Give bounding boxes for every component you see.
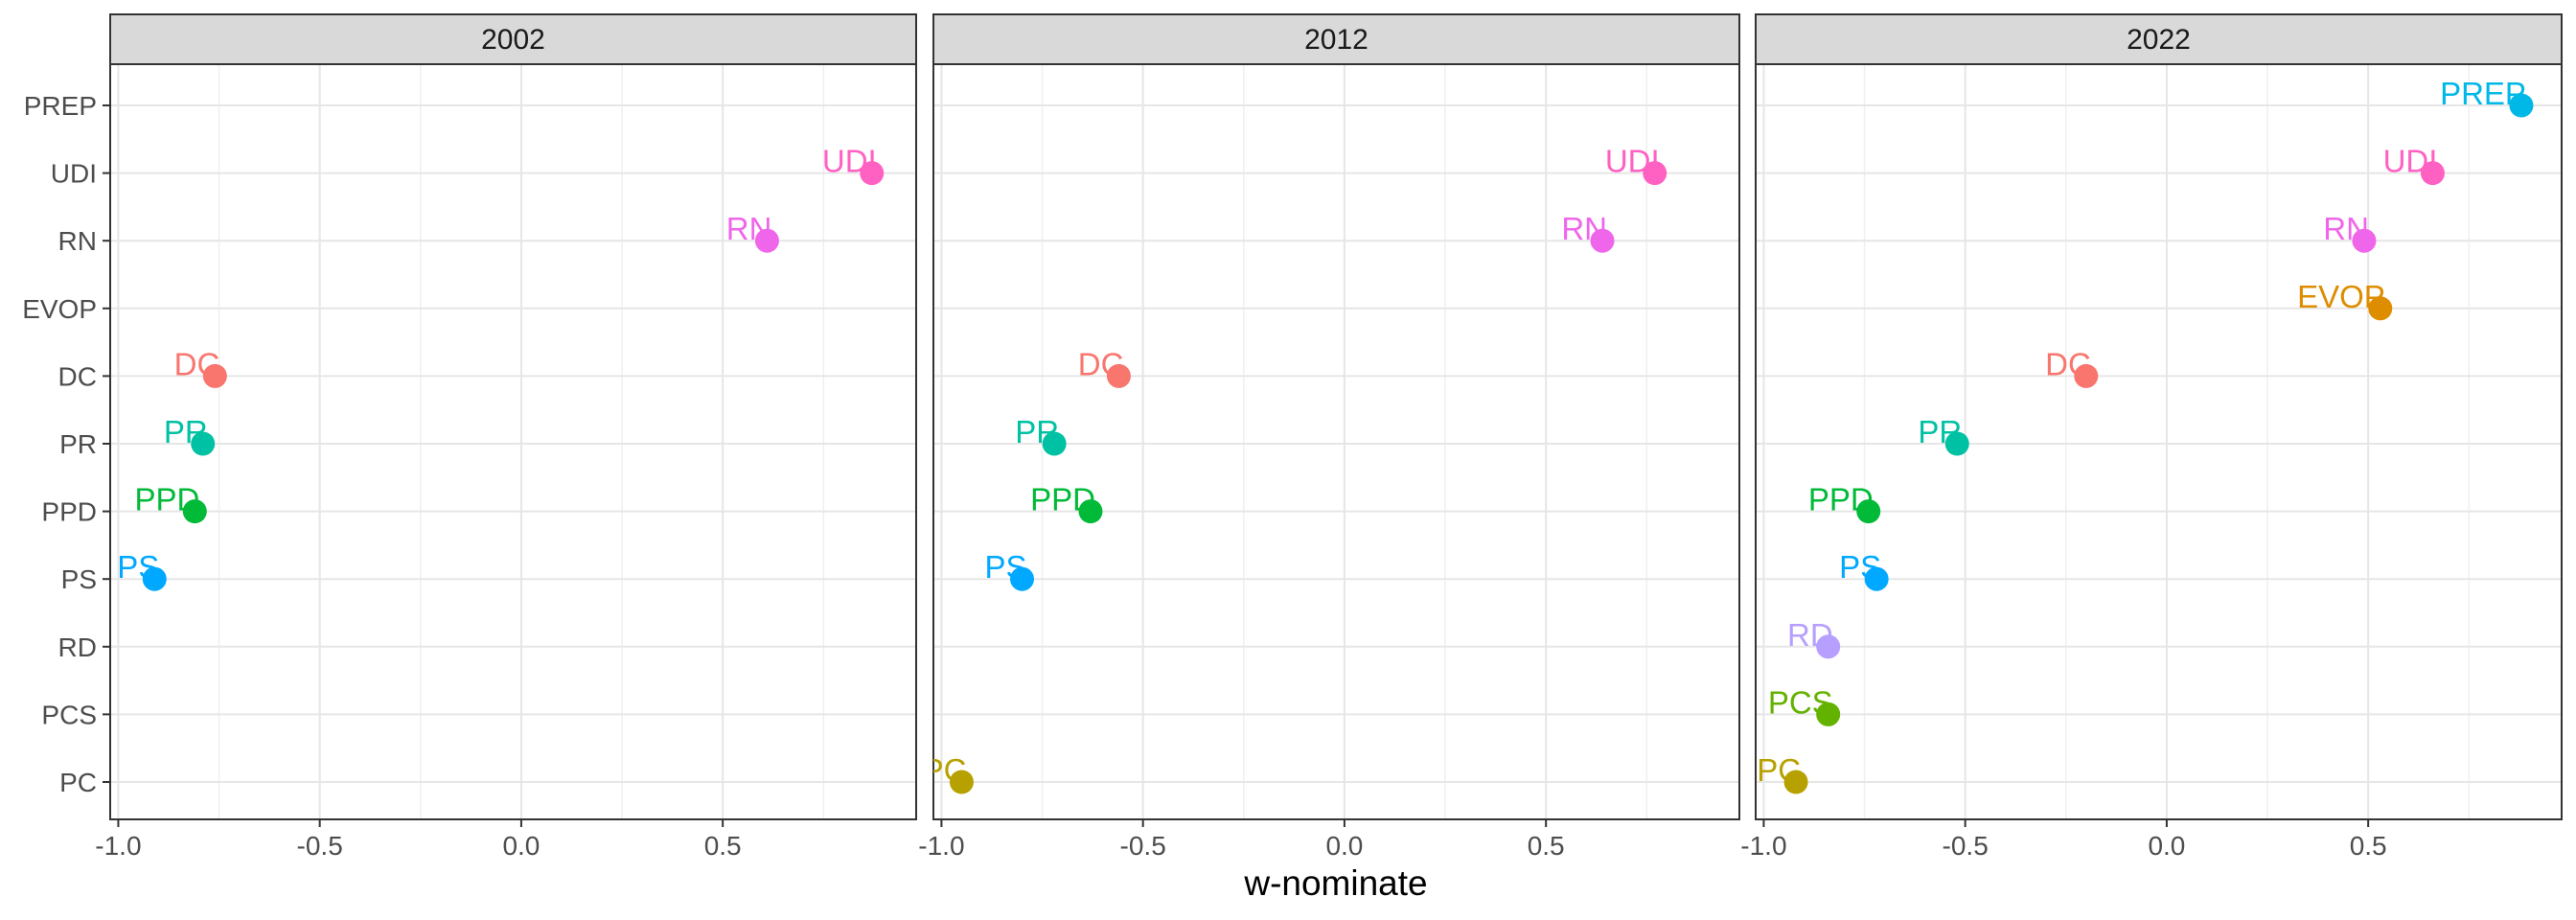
data-point-ppd — [182, 499, 207, 524]
y-tick-label: PS — [61, 564, 97, 594]
point-label-udi: UDI — [2383, 144, 2438, 179]
point-label-dc: DC — [1078, 346, 1124, 381]
data-point-rn — [2352, 228, 2377, 253]
point-label-evop: EVOP — [2297, 279, 2385, 314]
x-tick-label: 0.0 — [1325, 831, 1363, 861]
point-label-rn: RN — [726, 211, 772, 246]
point-label-prep: PREP — [2440, 76, 2526, 111]
data-point-udi — [1643, 161, 1668, 186]
data-point-ppd — [1078, 499, 1103, 524]
y-tick-label: RD — [58, 632, 97, 662]
data-point-rn — [1590, 228, 1615, 253]
data-point-pr — [191, 431, 216, 456]
x-tick-label: -0.5 — [1943, 831, 1989, 861]
panel-background — [1756, 64, 2562, 819]
x-tick-label: 0.5 — [704, 831, 742, 861]
panel-border — [109, 63, 917, 820]
point-label-pr: PR — [164, 414, 208, 449]
y-tick-label: PCS — [41, 700, 97, 729]
data-point-evop — [2368, 296, 2393, 321]
x-tick-label: -1.0 — [95, 831, 141, 861]
data-point-dc — [202, 363, 227, 388]
y-tick-label: RN — [58, 226, 97, 256]
data-point-ps — [142, 566, 167, 591]
panel-background — [110, 64, 916, 819]
x-tick-label: -1.0 — [918, 831, 964, 861]
point-label-udi: UDI — [822, 144, 877, 179]
facet-title: 2022 — [2127, 24, 2191, 56]
point-label-ppd: PPD — [1808, 482, 1874, 518]
data-point-ps — [1864, 566, 1889, 591]
x-tick-label: 0.5 — [1528, 831, 1565, 861]
facet-strip — [932, 13, 1740, 65]
y-tick-label: PC — [59, 768, 97, 797]
facet-strip — [1755, 13, 2563, 65]
point-label-pc: PC — [923, 752, 967, 788]
data-point-udi — [2420, 161, 2445, 186]
y-tick-label: EVOP — [22, 294, 97, 324]
data-point-pr — [1042, 431, 1067, 456]
point-label-rn: RN — [1561, 211, 1607, 246]
point-label-dc: DC — [174, 346, 220, 381]
point-label-ppd: PPD — [134, 482, 199, 518]
x-tick-label: 0.5 — [2350, 831, 2387, 861]
point-label-ps: PS — [1839, 549, 1881, 585]
x-tick-label: -0.5 — [297, 831, 343, 861]
point-label-pcs: PCS — [1768, 684, 1833, 720]
facet-panel-2022: 2022 — [1755, 13, 2563, 820]
facet-title: 2012 — [1304, 24, 1368, 56]
x-axis-title: w-nominate — [1243, 863, 1427, 903]
y-tick-label: PREP — [24, 91, 97, 121]
data-point-pcs — [1816, 702, 1841, 726]
point-label-pc: PC — [1757, 752, 1801, 788]
point-label-udi: UDI — [1605, 144, 1660, 179]
x-tick-label: -1.0 — [1740, 831, 1786, 861]
panel-border — [932, 63, 1740, 820]
point-label-ppd: PPD — [1030, 482, 1095, 518]
point-label-ps: PS — [984, 549, 1026, 585]
data-points: UDIRNDCPRPPDPSUDIRNDCPRPPDPSPCPREPUDIRNE… — [117, 76, 2534, 794]
y-tick-label: PPD — [41, 497, 97, 527]
data-point-rn — [754, 228, 779, 253]
panel-border — [1755, 63, 2563, 820]
point-label-rn: RN — [2323, 211, 2369, 246]
data-point-ppd — [1856, 499, 1881, 524]
data-point-pc — [949, 770, 974, 794]
facet-panel-2002: 2002 — [109, 13, 917, 820]
y-tick-label: DC — [58, 361, 97, 391]
data-point-ps — [1010, 566, 1035, 591]
point-label-ps: PS — [117, 549, 159, 585]
data-point-dc — [1106, 363, 1131, 388]
facet-strip — [109, 13, 917, 65]
data-point-udi — [860, 161, 885, 186]
y-tick-label: UDI — [51, 159, 97, 189]
x-tick-label: 0.0 — [502, 831, 540, 861]
facet-panels: 2002 2012 2022 — [109, 13, 2563, 820]
x-tick-label: -0.5 — [1120, 831, 1166, 861]
point-label-rd: RD — [1787, 617, 1833, 653]
y-axis: PREP UDI RN EVOP DC PR PPD PS RD PCS PC — [22, 91, 110, 797]
point-label-pr: PR — [1015, 414, 1059, 449]
data-point-pc — [1783, 770, 1808, 794]
y-tick-label: PR — [59, 429, 97, 459]
panel-background — [933, 64, 1739, 819]
facet-panel-2012: 2012 — [932, 13, 1740, 820]
data-point-dc — [2074, 363, 2099, 388]
data-point-rd — [1816, 634, 1841, 659]
x-tick-label: 0.0 — [2148, 831, 2185, 861]
facet-title: 2002 — [481, 24, 545, 56]
point-label-pr: PR — [1918, 414, 1962, 449]
facet-points-2002: UDI RN DC PR PPD PS — [117, 144, 885, 591]
point-label-dc: DC — [2045, 346, 2091, 381]
data-point-pr — [1944, 431, 1969, 456]
data-point-prep — [2509, 93, 2534, 118]
x-axes: -1.0 -0.5 0.0 0.5 -1.0 -0.5 0.0 0.5 -1.0 -0.5 0.0 0… — [95, 819, 2387, 861]
